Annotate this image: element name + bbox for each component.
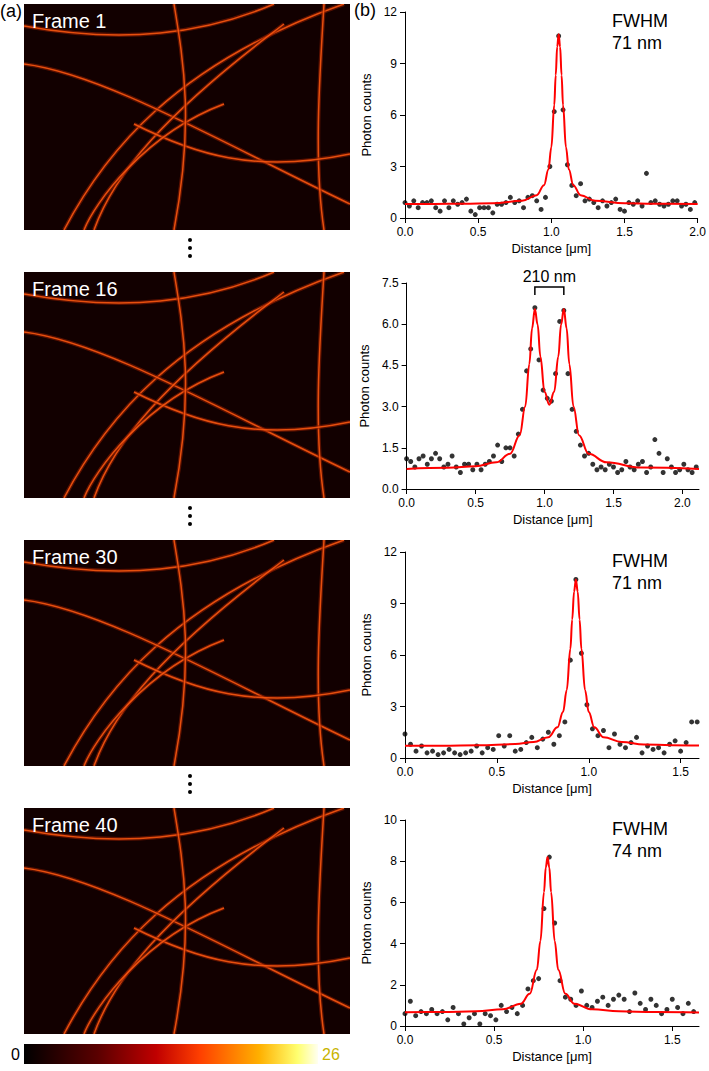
- svg-text:3.0: 3.0: [382, 400, 399, 414]
- svg-text:Distance [μm]: Distance [μm]: [511, 241, 591, 256]
- svg-text:7.5: 7.5: [382, 276, 399, 290]
- svg-text:Photon counts: Photon counts: [359, 881, 374, 965]
- svg-text:Frame 16: Frame 16: [32, 278, 118, 300]
- svg-text:Photon counts: Photon counts: [357, 344, 372, 428]
- svg-text:71 nm: 71 nm: [612, 573, 662, 593]
- svg-text:1.0: 1.0: [543, 225, 560, 239]
- svg-text:1.5: 1.5: [664, 1033, 681, 1047]
- svg-text:Frame 1: Frame 1: [32, 10, 106, 32]
- svg-text:0.0: 0.0: [397, 1033, 414, 1047]
- svg-text:0: 0: [390, 751, 397, 765]
- svg-text:71 nm: 71 nm: [612, 33, 662, 53]
- svg-text:Distance [μm]: Distance [μm]: [513, 512, 593, 527]
- svg-text:12: 12: [384, 545, 398, 559]
- svg-text:3: 3: [390, 700, 397, 714]
- svg-text:0.5: 0.5: [489, 765, 506, 779]
- svg-text:FWHM: FWHM: [612, 11, 668, 31]
- svg-text:1.0: 1.0: [575, 1033, 592, 1047]
- svg-text:0: 0: [11, 1046, 20, 1063]
- svg-text:0.0: 0.0: [398, 496, 415, 510]
- svg-text:Frame 30: Frame 30: [32, 546, 118, 568]
- svg-text:6.0: 6.0: [382, 317, 399, 331]
- svg-text:0.5: 0.5: [486, 1033, 503, 1047]
- svg-text:4.5: 4.5: [382, 358, 399, 372]
- svg-text:6: 6: [390, 895, 397, 909]
- svg-text:(a): (a): [0, 1, 22, 21]
- svg-text:0: 0: [390, 1019, 397, 1033]
- svg-text:0.0: 0.0: [382, 482, 399, 496]
- svg-text:9: 9: [390, 57, 397, 71]
- svg-text:0: 0: [390, 211, 397, 225]
- svg-text:1.0: 1.0: [536, 496, 553, 510]
- svg-text:26: 26: [322, 1046, 340, 1063]
- html-text:(b): (b): [354, 0, 376, 20]
- svg-text:2.0: 2.0: [674, 496, 691, 510]
- svg-text:Photon counts: Photon counts: [359, 73, 374, 157]
- svg-text:2: 2: [390, 978, 397, 992]
- svg-text:3: 3: [390, 160, 397, 174]
- svg-text:1.5: 1.5: [605, 496, 622, 510]
- svg-text:9: 9: [390, 597, 397, 611]
- svg-text:Photon counts: Photon counts: [359, 613, 374, 697]
- svg-text:4: 4: [390, 937, 397, 951]
- svg-text:1.5: 1.5: [616, 225, 633, 239]
- svg-text:0.0: 0.0: [397, 765, 414, 779]
- svg-text:10: 10: [384, 813, 398, 827]
- svg-text:2.0: 2.0: [689, 225, 706, 239]
- svg-text:210 nm: 210 nm: [523, 268, 576, 285]
- svg-text:12: 12: [384, 5, 398, 19]
- svg-text:1.5: 1.5: [672, 765, 689, 779]
- svg-text:74 nm: 74 nm: [612, 841, 662, 861]
- svg-text:6: 6: [390, 648, 397, 662]
- svg-text:FWHM: FWHM: [612, 819, 668, 839]
- svg-text:0.5: 0.5: [470, 225, 487, 239]
- svg-text:1.0: 1.0: [580, 765, 597, 779]
- svg-text:Distance [μm]: Distance [μm]: [512, 781, 592, 796]
- svg-text:0.0: 0.0: [397, 225, 414, 239]
- svg-text:Distance [μm]: Distance [μm]: [512, 1049, 592, 1064]
- svg-text:8: 8: [390, 854, 397, 868]
- svg-text:FWHM: FWHM: [612, 551, 668, 571]
- svg-text:0.5: 0.5: [467, 496, 484, 510]
- svg-text:Frame 40: Frame 40: [32, 814, 118, 836]
- svg-text:1.5: 1.5: [382, 441, 399, 455]
- svg-text:6: 6: [390, 108, 397, 122]
